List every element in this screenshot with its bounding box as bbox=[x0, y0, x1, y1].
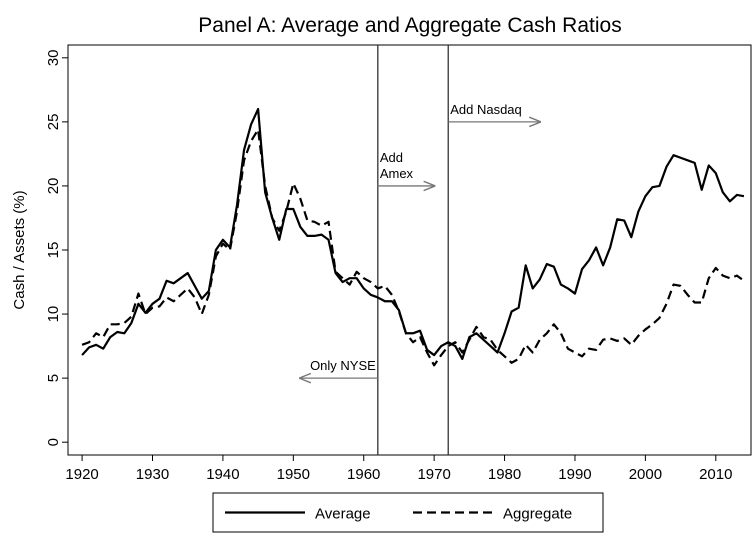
x-tick-label: 2010 bbox=[699, 466, 732, 483]
x-tick-label: 1950 bbox=[277, 466, 310, 483]
annotation-text: Add Nasdaq bbox=[450, 102, 522, 117]
y-axis-label: Cash / Assets (%) bbox=[11, 190, 28, 309]
x-tick-label: 1920 bbox=[65, 466, 98, 483]
x-tick-label: 1930 bbox=[136, 466, 169, 483]
y-tick-label: 30 bbox=[45, 49, 62, 66]
y-tick-label: 15 bbox=[45, 242, 62, 259]
x-tick-label: 1940 bbox=[206, 466, 239, 483]
y-tick-label: 5 bbox=[45, 374, 62, 382]
chart-title: Panel A: Average and Aggregate Cash Rati… bbox=[198, 14, 621, 37]
annotation-text: Add bbox=[380, 150, 403, 165]
x-tick-label: 1990 bbox=[558, 466, 591, 483]
y-tick-label: 10 bbox=[45, 306, 62, 323]
series-line bbox=[81, 128, 745, 367]
x-tick-label: 2000 bbox=[629, 466, 662, 483]
legend-label: Average bbox=[315, 506, 371, 523]
y-tick-label: 20 bbox=[45, 178, 62, 195]
x-tick-label: 1960 bbox=[347, 466, 380, 483]
annotation-text: Only NYSE bbox=[310, 358, 376, 373]
y-tick-label: 0 bbox=[45, 438, 62, 446]
x-tick-label: 1980 bbox=[488, 466, 521, 483]
x-tick-label: 1970 bbox=[417, 466, 450, 483]
legend-label: Aggregate bbox=[503, 506, 572, 523]
y-tick-label: 25 bbox=[45, 114, 62, 131]
plot-frame bbox=[67, 44, 752, 456]
annotation-text: Amex bbox=[380, 166, 414, 181]
series-line bbox=[81, 107, 745, 361]
